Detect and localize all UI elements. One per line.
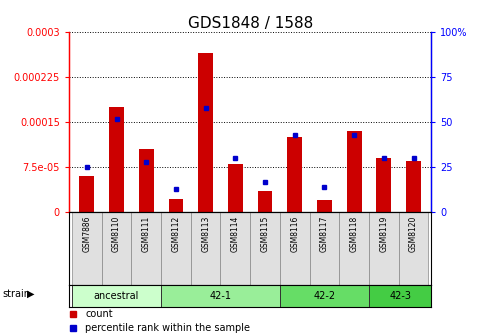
Text: 42-1: 42-1 <box>210 291 232 300</box>
Text: percentile rank within the sample: percentile rank within the sample <box>85 323 250 333</box>
Bar <box>102 212 132 285</box>
Text: GSM7886: GSM7886 <box>82 216 91 252</box>
Bar <box>377 158 391 212</box>
Bar <box>139 149 154 212</box>
Bar <box>72 285 161 306</box>
Bar <box>369 285 431 306</box>
Bar <box>169 199 183 212</box>
Text: GSM8116: GSM8116 <box>290 216 299 252</box>
Text: 42-3: 42-3 <box>389 291 411 300</box>
Text: count: count <box>85 309 113 319</box>
Text: GSM8118: GSM8118 <box>350 216 358 252</box>
Text: GSM8120: GSM8120 <box>409 216 418 252</box>
Bar <box>161 285 280 306</box>
Text: GSM8115: GSM8115 <box>260 216 270 252</box>
Text: GSM8114: GSM8114 <box>231 216 240 252</box>
Text: strain: strain <box>2 289 31 299</box>
Text: GSM8111: GSM8111 <box>142 216 151 252</box>
Bar <box>369 212 399 285</box>
Text: GSM8112: GSM8112 <box>172 216 180 252</box>
Text: ▶: ▶ <box>27 289 35 299</box>
Bar <box>198 53 213 212</box>
Bar <box>79 176 94 212</box>
Bar <box>399 212 428 285</box>
Bar <box>258 191 273 212</box>
Bar <box>317 200 332 212</box>
Bar <box>339 212 369 285</box>
Bar <box>109 107 124 212</box>
Bar <box>406 161 421 212</box>
Text: GSM8110: GSM8110 <box>112 216 121 252</box>
Text: GSM8119: GSM8119 <box>379 216 388 252</box>
Bar <box>132 212 161 285</box>
Text: 42-2: 42-2 <box>314 291 336 300</box>
Title: GDS1848 / 1588: GDS1848 / 1588 <box>187 16 313 31</box>
Bar <box>280 212 310 285</box>
Text: GSM8117: GSM8117 <box>320 216 329 252</box>
Text: GSM8113: GSM8113 <box>201 216 210 252</box>
Text: ancestral: ancestral <box>94 291 139 300</box>
Bar <box>191 212 220 285</box>
Bar <box>250 212 280 285</box>
Bar <box>72 212 102 285</box>
Bar <box>310 212 339 285</box>
Bar <box>280 285 369 306</box>
Bar <box>161 212 191 285</box>
Bar <box>347 131 361 212</box>
Bar <box>228 164 243 212</box>
Bar <box>287 137 302 212</box>
Bar <box>220 212 250 285</box>
